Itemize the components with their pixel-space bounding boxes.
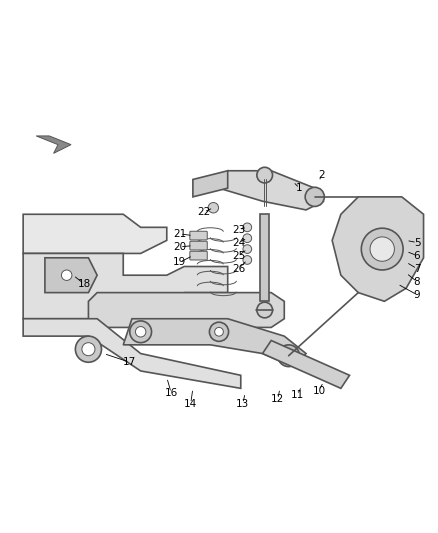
Text: 16: 16 xyxy=(165,387,178,398)
Circle shape xyxy=(209,322,229,341)
Text: 8: 8 xyxy=(414,277,420,287)
Polygon shape xyxy=(219,171,323,210)
Text: 2: 2 xyxy=(318,170,325,180)
Text: 23: 23 xyxy=(232,224,245,235)
Polygon shape xyxy=(23,214,167,254)
Text: 12: 12 xyxy=(271,394,284,404)
Text: 25: 25 xyxy=(232,251,245,261)
Polygon shape xyxy=(45,258,97,293)
Circle shape xyxy=(82,343,95,356)
Polygon shape xyxy=(260,214,269,301)
Polygon shape xyxy=(36,136,71,154)
Polygon shape xyxy=(262,341,350,389)
FancyBboxPatch shape xyxy=(190,241,207,250)
Polygon shape xyxy=(332,197,424,301)
Circle shape xyxy=(361,228,403,270)
Circle shape xyxy=(208,203,219,213)
Text: 10: 10 xyxy=(313,385,326,395)
Circle shape xyxy=(61,270,72,280)
Circle shape xyxy=(75,336,102,362)
Text: 22: 22 xyxy=(197,207,210,217)
Circle shape xyxy=(370,237,394,261)
Text: 11: 11 xyxy=(291,390,304,400)
Text: 6: 6 xyxy=(414,251,420,261)
Circle shape xyxy=(215,327,223,336)
Text: 5: 5 xyxy=(414,238,420,247)
Text: 20: 20 xyxy=(173,242,187,252)
Text: 1: 1 xyxy=(296,183,303,193)
Text: 19: 19 xyxy=(173,257,187,267)
Text: 21: 21 xyxy=(173,229,187,239)
FancyBboxPatch shape xyxy=(190,251,207,260)
Text: 18: 18 xyxy=(78,279,91,289)
Circle shape xyxy=(130,321,152,343)
Text: 7: 7 xyxy=(414,264,420,273)
Circle shape xyxy=(135,327,146,337)
Polygon shape xyxy=(123,319,306,367)
Circle shape xyxy=(243,223,252,232)
FancyBboxPatch shape xyxy=(190,231,207,240)
Circle shape xyxy=(257,167,272,183)
Circle shape xyxy=(243,234,252,243)
Text: 14: 14 xyxy=(184,399,198,409)
Circle shape xyxy=(243,256,252,264)
Text: 26: 26 xyxy=(232,264,245,273)
Polygon shape xyxy=(88,293,284,327)
Circle shape xyxy=(243,245,252,254)
Text: 13: 13 xyxy=(237,399,250,409)
Text: 9: 9 xyxy=(414,290,420,300)
Circle shape xyxy=(305,187,324,206)
Polygon shape xyxy=(193,171,228,197)
Polygon shape xyxy=(23,319,241,389)
Polygon shape xyxy=(23,254,228,319)
Circle shape xyxy=(278,345,300,367)
Circle shape xyxy=(257,302,272,318)
Text: 24: 24 xyxy=(232,238,245,247)
Text: 17: 17 xyxy=(123,357,136,367)
